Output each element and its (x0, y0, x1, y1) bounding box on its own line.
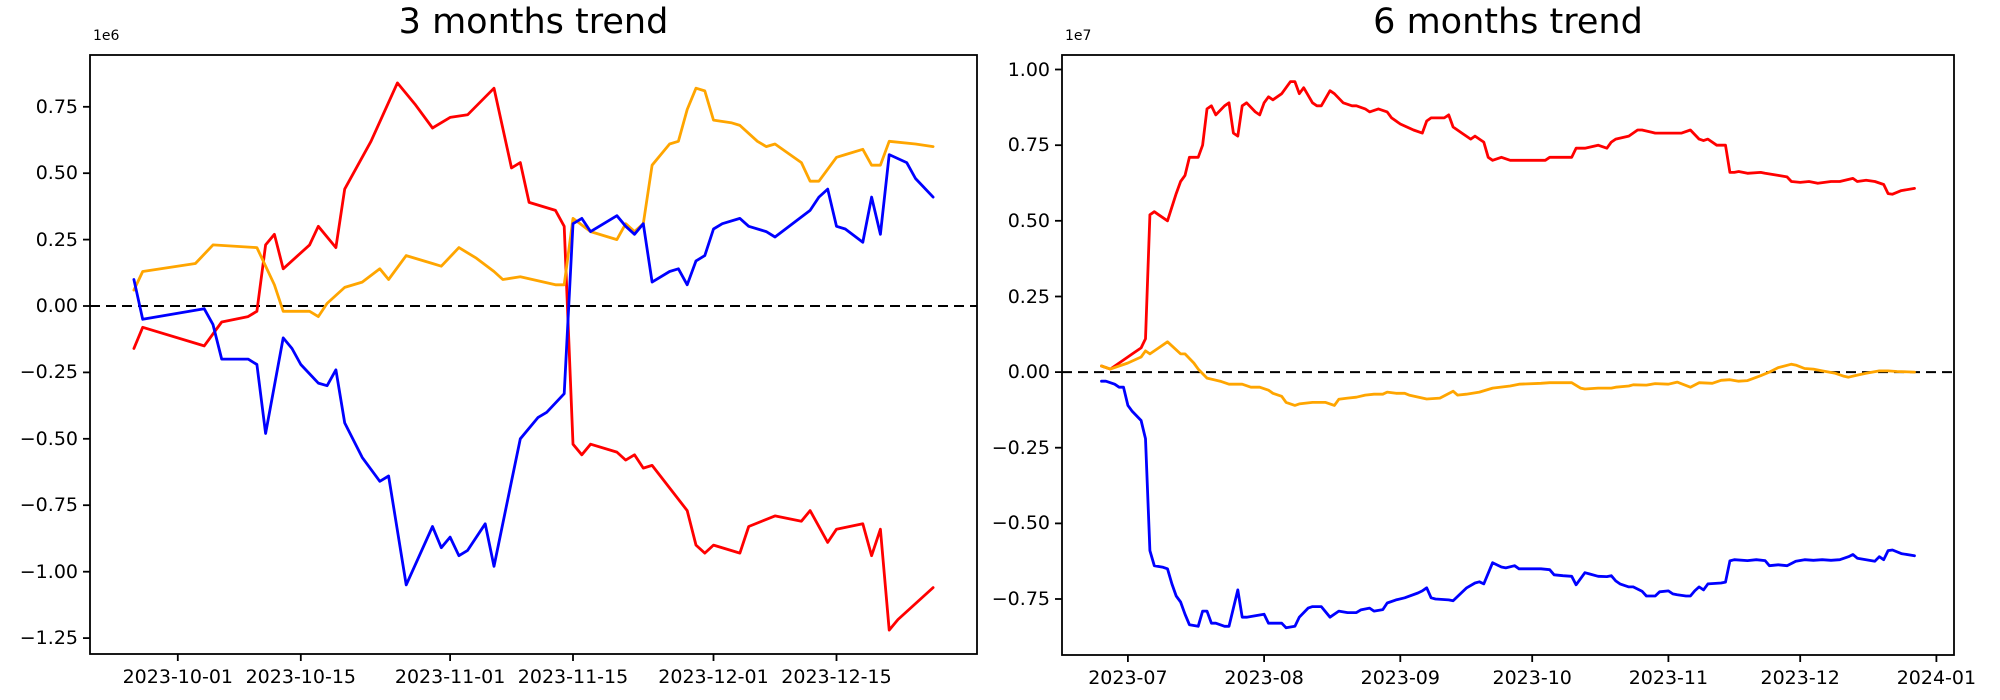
x-tick-label: 2023-10 (1492, 667, 1572, 689)
x-tick-label: 2023-12-15 (781, 666, 892, 688)
series-line-blue (1100, 379, 1916, 630)
y-tick-label: −0.25 (19, 361, 78, 384)
series-line-red (1100, 80, 1916, 371)
x-tick-label: 2023-10-15 (245, 666, 357, 688)
x-tick-label: 2023-11-15 (517, 666, 629, 688)
y-tick-label: 0.50 (1007, 209, 1050, 232)
plot-border (1061, 54, 1955, 656)
x-tick-label: 2023-10-01 (122, 666, 234, 688)
y-tick-label: 1.00 (1007, 58, 1050, 81)
series-line-orange (132, 86, 935, 319)
y-tick-label: 0.00 (35, 295, 78, 317)
y-tick-label: 0.25 (1007, 285, 1050, 308)
y-tick-label: 0.00 (1007, 361, 1050, 384)
x-tick-label: 2023-11-01 (394, 666, 506, 688)
plot-border (89, 54, 978, 655)
y-axis-multiplier-label-3-months: 1e6 (93, 28, 120, 44)
y-tick-label: 0.25 (35, 228, 78, 251)
x-tick-label: 2023-12-01 (658, 666, 769, 688)
y-tick-label: −0.75 (19, 494, 78, 517)
x-tick-label: 2023-12 (1760, 667, 1840, 689)
x-tick-label: 2023-11 (1628, 667, 1709, 689)
x-tick-label: 2023-07 (1088, 667, 1168, 689)
chart-title-3-months: 3 months trend (398, 2, 669, 42)
y-axis-multiplier-label-6-months: 1e7 (1065, 28, 1092, 44)
x-tick-label: 2023-09 (1360, 667, 1440, 689)
y-tick-label: −0.50 (991, 512, 1050, 535)
y-tick-label: −1.25 (19, 627, 78, 650)
y-tick-label: −0.50 (19, 427, 78, 450)
x-tick-label: 2023-08 (1224, 667, 1304, 689)
y-tick-label: 0.50 (35, 162, 78, 185)
chart-title-6-months: 6 months trend (1373, 2, 1643, 42)
y-tick-label: 0.75 (1007, 134, 1050, 157)
y-tick-label: 0.75 (35, 95, 78, 118)
y-tick-label: −0.25 (991, 436, 1050, 459)
y-tick-label: −0.75 (991, 588, 1050, 610)
x-tick-label: 2024-01 (1896, 667, 1977, 689)
series-line-orange (1100, 340, 1916, 407)
y-tick-label: −1.00 (19, 560, 78, 583)
series-line-blue (132, 153, 935, 587)
